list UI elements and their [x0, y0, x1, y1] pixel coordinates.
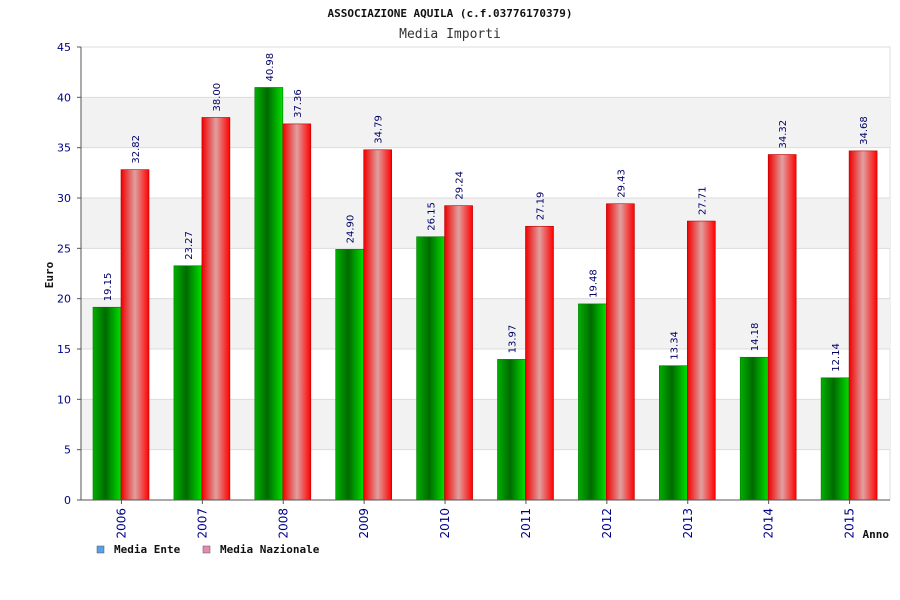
bar-media-ente-2007 [173, 265, 203, 501]
data-label: 14.18 [750, 323, 761, 352]
data-label: 26.15 [427, 202, 438, 231]
y-axis-label: Euro [43, 261, 56, 288]
y-tick-label: 45 [57, 41, 71, 54]
legend-label-media-nazionale: Media Nazionale [220, 543, 320, 556]
legend: Media Ente Media Nazionale [96, 543, 320, 556]
data-labels-group: 19.15 32.82 23.27 38.00 40.98 37.36 24.90 34.79… [103, 53, 870, 372]
data-label: 37.36 [293, 89, 304, 118]
data-label: 19.48 [588, 269, 599, 298]
y-tick-label: 15 [57, 343, 71, 356]
data-label: 12.14 [831, 343, 842, 372]
data-label: 34.32 [778, 120, 789, 149]
axes-group [77, 46, 890, 504]
y-tick-label: 5 [64, 444, 71, 457]
y-tick-label: 30 [57, 192, 71, 205]
data-label: 32.82 [131, 135, 142, 164]
data-label: 29.24 [455, 171, 466, 200]
legend-swatch-media-ente [96, 545, 105, 554]
bar-media-nazionale-2008 [282, 123, 312, 501]
bar-media-nazionale-2007 [201, 117, 231, 501]
bar-media-ente-2014 [739, 356, 769, 501]
data-label: 34.68 [859, 116, 870, 145]
bar-media-ente-2015 [820, 377, 850, 501]
y-tick-labels: 0 5 10 15 20 25 30 35 40 45 [57, 41, 71, 507]
x-tick-label: 2007 [195, 508, 209, 539]
x-tick-label: 2008 [276, 508, 290, 539]
bar-media-nazionale-2014 [767, 154, 797, 501]
data-label: 13.34 [669, 331, 680, 360]
data-label: 13.97 [508, 325, 519, 354]
data-label: 19.15 [103, 273, 114, 302]
bar-media-nazionale-2015 [848, 150, 878, 501]
x-tick-label: 2010 [438, 508, 452, 539]
legend-swatch-media-nazionale [202, 545, 211, 554]
bar-media-ente-2008 [254, 87, 284, 501]
bar-media-ente-2010 [416, 236, 445, 501]
data-label: 27.71 [697, 186, 708, 215]
bar-media-nazionale-2006 [120, 169, 150, 501]
bar-media-ente-2012 [578, 303, 607, 501]
y-tick-label: 20 [57, 293, 71, 306]
y-tick-label: 0 [64, 494, 71, 507]
data-label: 40.98 [265, 53, 276, 82]
bar-media-ente-2013 [658, 365, 688, 501]
bar-media-nazionale-2009 [363, 149, 393, 501]
y-tick-label: 25 [57, 242, 71, 255]
x-tick-label: 2014 [762, 508, 776, 539]
bar-media-ente-2006 [92, 306, 122, 501]
bar-media-nazionale-2010 [444, 205, 473, 501]
chart-title: ASSOCIAZIONE AQUILA (c.f.03776170379) [327, 7, 572, 20]
data-label: 23.27 [184, 231, 195, 260]
x-tick-label: 2006 [114, 508, 128, 539]
bar-media-nazionale-2013 [686, 220, 716, 501]
legend-label-media-ente: Media Ente [114, 543, 181, 556]
bar-media-ente-2009 [335, 249, 365, 501]
x-tick-label: 2012 [600, 508, 614, 539]
x-tick-label: 2013 [681, 508, 695, 539]
data-label: 27.19 [536, 192, 547, 221]
bar-media-nazionale-2012 [606, 203, 635, 501]
bars-group [92, 87, 878, 501]
x-tick-labels: 2006 2007 2008 2009 2010 2011 2012 2013 2014 2015 [114, 508, 856, 539]
bar-media-ente-2011 [497, 359, 526, 501]
y-tick-label: 10 [57, 393, 71, 406]
x-tick-label: 2011 [519, 508, 533, 539]
y-tick-label: 35 [57, 142, 71, 155]
x-axis-label: Anno [863, 528, 890, 541]
x-tick-label: 2015 [843, 508, 857, 539]
chart-subtitle: Media Importi [399, 27, 501, 42]
data-label: 24.90 [346, 215, 357, 244]
bar-media-nazionale-2011 [525, 225, 554, 501]
data-label: 34.79 [374, 115, 385, 144]
y-tick-label: 40 [57, 91, 71, 104]
data-label: 29.43 [616, 169, 627, 198]
x-tick-label: 2009 [357, 508, 371, 539]
data-label: 38.00 [212, 83, 223, 112]
